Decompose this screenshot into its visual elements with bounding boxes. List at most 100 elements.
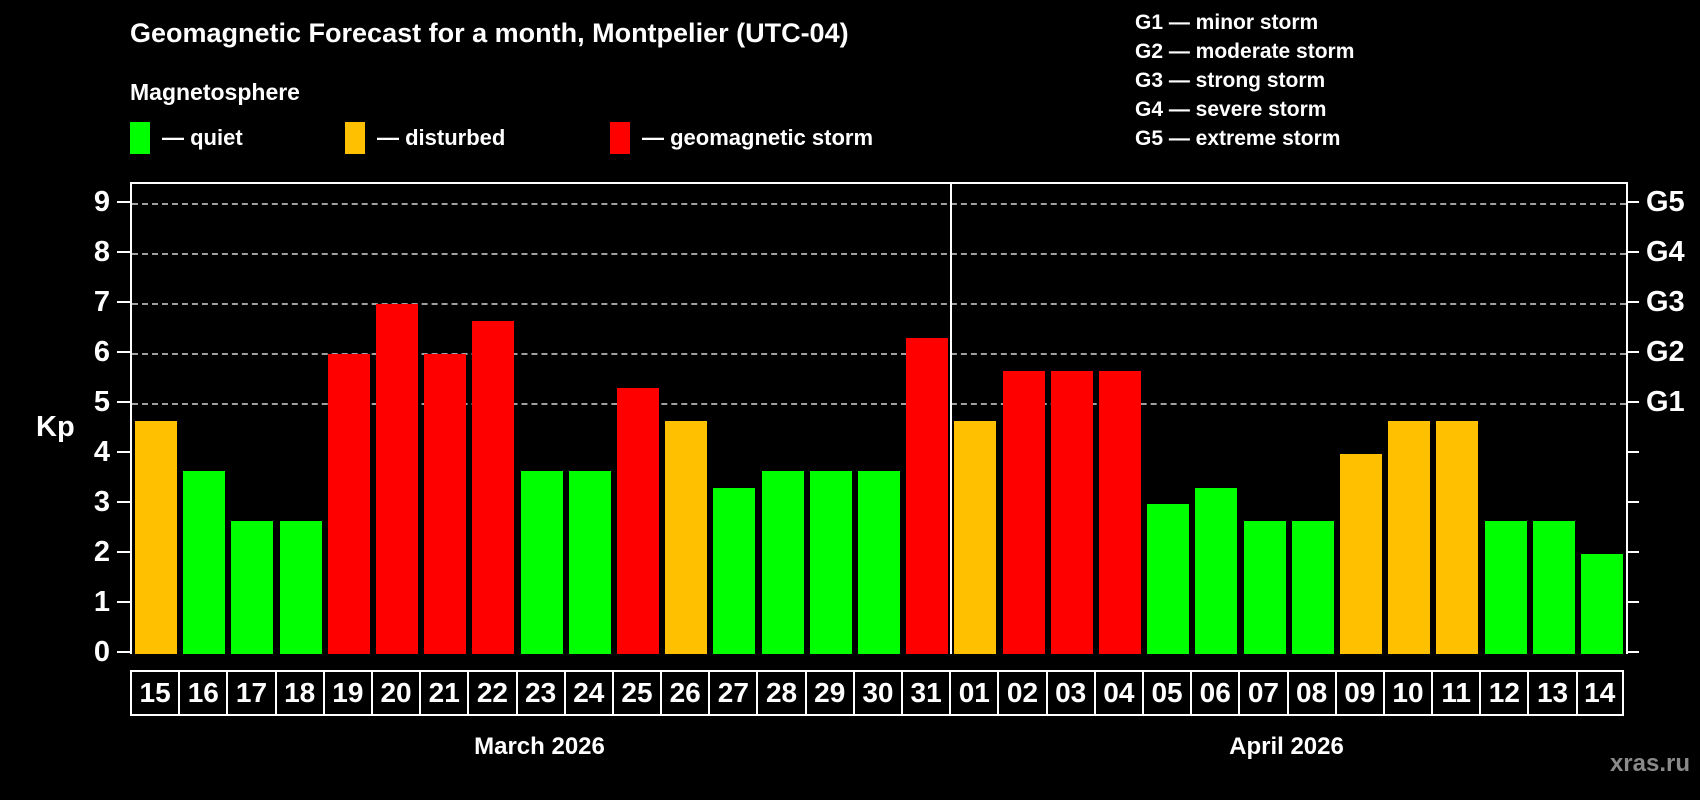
right-tick-3 xyxy=(1626,501,1639,503)
watermark: xras.ru xyxy=(1609,750,1690,777)
bar-march-28 xyxy=(761,470,804,654)
right-tick-2 xyxy=(1626,551,1639,553)
day-label-march-20: 20 xyxy=(370,670,420,716)
right-tick-5 xyxy=(1626,401,1639,403)
legend-item-disturbed: — disturbed xyxy=(345,120,505,156)
bar-april-05 xyxy=(1147,504,1190,654)
day-label-april-01: 01 xyxy=(949,670,998,716)
day-label-march-17: 17 xyxy=(226,670,275,716)
bar-march-18 xyxy=(279,520,322,654)
bar-april-08 xyxy=(1291,520,1334,654)
y-tick-label-0: 0 xyxy=(93,636,110,668)
bar-march-20 xyxy=(376,304,419,654)
day-label-march-30: 30 xyxy=(852,670,901,716)
bar-april-10 xyxy=(1388,420,1431,654)
bar-march-22 xyxy=(472,320,515,654)
magnetosphere-label: Magnetosphere xyxy=(130,79,300,105)
y-tick-label-3: 3 xyxy=(93,486,110,518)
day-label-april-06: 06 xyxy=(1190,670,1239,716)
quiet-color-swatch xyxy=(130,122,150,154)
day-label-april-03: 03 xyxy=(1045,670,1094,716)
gridline-5 xyxy=(132,403,1626,405)
day-label-april-08: 08 xyxy=(1286,670,1335,716)
bar-march-19 xyxy=(327,354,370,654)
y-tick-label-4: 4 xyxy=(93,436,110,468)
y-tick-6 xyxy=(117,351,130,353)
day-label-march-23: 23 xyxy=(515,670,564,716)
day-label-march-21: 21 xyxy=(419,670,468,716)
bar-march-25 xyxy=(617,387,660,654)
storm-color-swatch xyxy=(610,122,630,154)
bar-april-06 xyxy=(1195,487,1238,654)
g-scale-label-g5: G5 xyxy=(1646,186,1685,218)
y-tick-label-2: 2 xyxy=(93,536,110,568)
bar-april-04 xyxy=(1098,370,1141,654)
day-label-april-02: 02 xyxy=(997,670,1046,716)
bar-march-15 xyxy=(135,420,178,654)
bar-march-24 xyxy=(568,470,611,654)
month-label-april: April 2026 xyxy=(1229,733,1344,760)
plot-area xyxy=(130,182,1628,654)
right-tick-1 xyxy=(1626,601,1639,603)
bar-march-16 xyxy=(183,470,226,654)
day-label-march-19: 19 xyxy=(322,670,371,716)
g3-legend-line: G3 — strong storm xyxy=(1135,69,1326,92)
y-tick-9 xyxy=(117,201,130,203)
month-label-march: March 2026 xyxy=(474,733,605,760)
day-label-april-14: 14 xyxy=(1575,670,1624,716)
kp-axis-label: Kp xyxy=(36,411,75,443)
gridline-7 xyxy=(132,303,1626,305)
g2-legend-line: G2 — moderate storm xyxy=(1135,40,1355,63)
bar-march-21 xyxy=(424,354,467,654)
right-tick-7 xyxy=(1626,301,1639,303)
day-label-march-22: 22 xyxy=(467,670,516,716)
y-tick-label-7: 7 xyxy=(93,286,110,318)
bar-march-17 xyxy=(231,520,274,654)
chart-title: Geomagnetic Forecast for a month, Montpe… xyxy=(130,18,849,48)
y-tick-label-9: 9 xyxy=(93,186,110,218)
day-label-april-07: 07 xyxy=(1238,670,1287,716)
bar-march-26 xyxy=(665,420,708,654)
y-tick-label-8: 8 xyxy=(93,236,110,268)
y-tick-label-1: 1 xyxy=(93,586,110,618)
day-label-april-12: 12 xyxy=(1479,670,1528,716)
day-label-march-26: 26 xyxy=(660,670,709,716)
g-scale-legend: G1 — minor storm G2 — moderate storm G3 … xyxy=(1135,8,1354,153)
bar-april-14 xyxy=(1580,554,1623,654)
bar-april-01 xyxy=(954,420,997,654)
g5-legend-line: G5 — extreme storm xyxy=(1135,127,1341,150)
day-label-april-05: 05 xyxy=(1141,670,1191,716)
g-scale-label-g3: G3 xyxy=(1646,286,1685,318)
bar-april-13 xyxy=(1532,520,1575,654)
bar-march-23 xyxy=(520,470,563,654)
bar-march-30 xyxy=(858,470,900,654)
day-label-april-09: 09 xyxy=(1334,670,1383,716)
storm-label: — geomagnetic storm xyxy=(642,125,874,150)
y-tick-1 xyxy=(117,601,130,603)
day-label-april-10: 10 xyxy=(1382,670,1432,716)
day-label-march-25: 25 xyxy=(611,670,661,716)
day-label-march-16: 16 xyxy=(178,670,227,716)
gridline-9 xyxy=(132,203,1626,205)
day-label-march-29: 29 xyxy=(804,670,853,716)
day-label-march-18: 18 xyxy=(274,670,323,716)
y-tick-4 xyxy=(117,451,130,453)
day-label-march-28: 28 xyxy=(756,670,805,716)
g4-legend-line: G4 — severe storm xyxy=(1135,98,1327,121)
y-tick-3 xyxy=(117,501,130,503)
bar-april-02 xyxy=(1002,370,1045,654)
right-tick-6 xyxy=(1626,351,1639,353)
gridline-6 xyxy=(132,353,1626,355)
bar-april-11 xyxy=(1436,420,1479,654)
bar-april-07 xyxy=(1243,520,1286,654)
bar-march-29 xyxy=(809,470,852,654)
bar-april-09 xyxy=(1339,454,1382,654)
day-label-april-13: 13 xyxy=(1527,670,1576,716)
disturbed-label: — disturbed xyxy=(377,125,506,150)
y-tick-8 xyxy=(117,251,130,253)
quiet-label: — quiet xyxy=(162,125,243,150)
day-label-march-24: 24 xyxy=(563,670,612,716)
disturbed-color-swatch xyxy=(345,122,365,154)
day-label-march-27: 27 xyxy=(708,670,757,716)
